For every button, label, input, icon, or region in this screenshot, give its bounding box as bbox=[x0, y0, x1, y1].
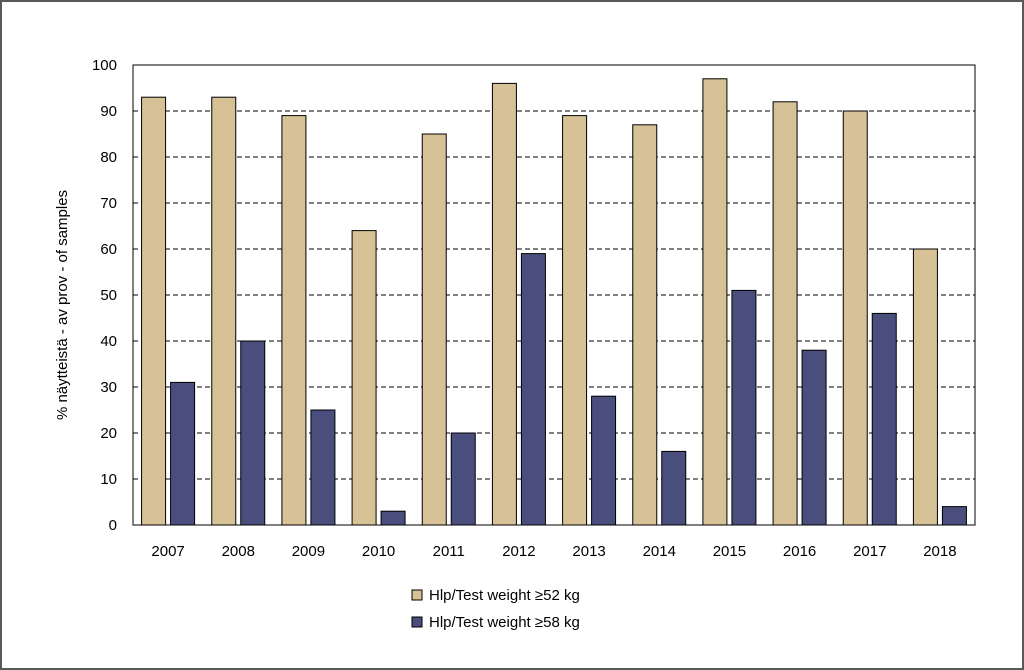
bar-52kg-2010 bbox=[351, 230, 377, 526]
bar-52kg-2017 bbox=[842, 110, 868, 526]
bar-58kg-2018 bbox=[941, 506, 967, 526]
bar-58kg-2014 bbox=[661, 450, 687, 526]
legend-label-52kg: Hlp/Test weight ≥52 kg bbox=[429, 587, 580, 604]
bar-58kg-2012 bbox=[520, 253, 546, 526]
y-tick-label: 30 bbox=[100, 379, 117, 396]
gridlines bbox=[133, 110, 975, 480]
bar-52kg-2012 bbox=[491, 82, 517, 526]
bar-58kg-2007 bbox=[170, 381, 196, 526]
bar-52kg-2016 bbox=[772, 101, 798, 526]
x-tick-labels: 2007 2008 2009 2010 2011 2012 2013 2014 2015 2016… bbox=[151, 543, 956, 560]
y-axis-title: % näytteistä - av prov - of samples bbox=[54, 190, 71, 420]
x-tick-label: 2009 bbox=[292, 543, 325, 560]
y-tick-label: 50 bbox=[100, 287, 117, 304]
x-tick-label: 2016 bbox=[783, 543, 816, 560]
bar-58kg-2008 bbox=[240, 340, 266, 526]
y-tick-label: 20 bbox=[100, 425, 117, 442]
y-tick-labels: 0 10 20 30 40 50 60 70 80 90 100 bbox=[92, 57, 117, 534]
bar-52kg-2008 bbox=[211, 96, 237, 526]
x-tick-label: 2013 bbox=[572, 543, 605, 560]
plot-area-border bbox=[132, 64, 976, 526]
legend-label-58kg: Hlp/Test weight ≥58 kg bbox=[429, 614, 580, 631]
x-tick-label: 2007 bbox=[151, 543, 184, 560]
y-tick-label: 0 bbox=[109, 517, 117, 534]
bar-58kg-2010 bbox=[380, 510, 406, 526]
x-tick-label: 2014 bbox=[643, 543, 676, 560]
bar-58kg-2015 bbox=[731, 289, 757, 526]
legend: Hlp/Test weight ≥52 kg Hlp/Test weight ≥… bbox=[411, 587, 580, 631]
bar-58kg-2017 bbox=[871, 312, 897, 526]
bar-52kg-2015 bbox=[702, 78, 728, 526]
y-tick-label: 40 bbox=[100, 333, 117, 350]
y-tick-label: 10 bbox=[100, 471, 117, 488]
x-tick-label: 2010 bbox=[362, 543, 395, 560]
bar-58kg-2013 bbox=[591, 395, 617, 526]
y-tick-label: 60 bbox=[100, 241, 117, 258]
y-tick-label: 80 bbox=[100, 149, 117, 166]
legend-swatch-52kg bbox=[411, 589, 423, 601]
bar-52kg-2014 bbox=[632, 124, 658, 526]
y-tick-label: 70 bbox=[100, 195, 117, 212]
bar-58kg-2011 bbox=[450, 432, 476, 526]
bar-52kg-2013 bbox=[562, 115, 588, 526]
bar-52kg-2011 bbox=[421, 133, 447, 526]
bar-58kg-2016 bbox=[801, 349, 827, 526]
x-tick-label: 2008 bbox=[222, 543, 255, 560]
bar-52kg-2018 bbox=[912, 248, 938, 526]
x-tick-label: 2015 bbox=[713, 543, 746, 560]
x-tick-label: 2017 bbox=[853, 543, 886, 560]
bar-58kg-2009 bbox=[310, 409, 336, 526]
x-tick-label: 2011 bbox=[433, 543, 465, 560]
legend-swatch-58kg bbox=[411, 616, 423, 628]
y-tick-label: 90 bbox=[100, 103, 117, 120]
x-tick-label: 2018 bbox=[923, 543, 956, 560]
bar-52kg-2007 bbox=[141, 96, 167, 526]
x-tick-label: 2012 bbox=[502, 543, 535, 560]
bar-52kg-2009 bbox=[281, 115, 307, 526]
bars bbox=[141, 78, 967, 526]
y-tick-label: 100 bbox=[92, 57, 117, 74]
